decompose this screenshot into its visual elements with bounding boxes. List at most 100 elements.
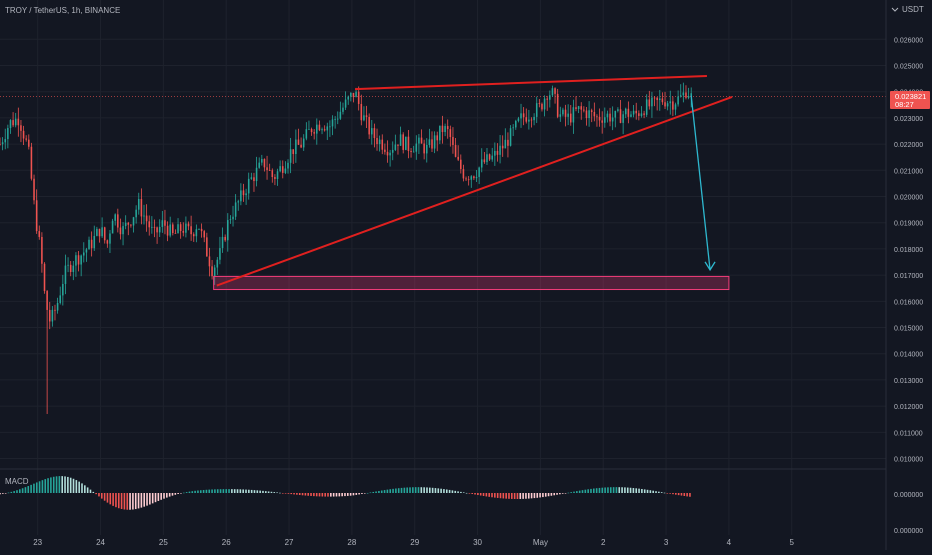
macd-bar (166, 493, 168, 498)
candle-body (164, 220, 166, 226)
macd-bar (310, 493, 312, 496)
candle (98, 228, 101, 243)
candle (420, 129, 423, 144)
candle (418, 134, 420, 154)
candle (509, 125, 512, 147)
candle-body (402, 134, 404, 150)
candle (101, 217, 103, 238)
candle (88, 236, 90, 250)
macd-bar (445, 489, 448, 493)
candle (446, 119, 449, 139)
macd-bar (92, 491, 95, 493)
candle (203, 229, 206, 243)
candle-body (130, 224, 132, 226)
candle-body (679, 95, 682, 97)
symbol-title: TROY / TetherUS, 1h, BINANCE (5, 6, 120, 15)
candle-body (172, 224, 174, 234)
macd-bar (561, 493, 564, 494)
candle (370, 119, 373, 145)
time-axis[interactable]: 23 24 25 26 27 28 29 30 May 2 3 4 5 (33, 538, 794, 547)
candle-body (85, 249, 88, 253)
candle-body (669, 101, 672, 104)
candle-body (245, 193, 247, 196)
macd-bar (344, 493, 346, 497)
candle-body (619, 109, 622, 123)
candle (179, 222, 182, 239)
candle (664, 91, 666, 110)
macd-bar (290, 493, 293, 495)
candle-body (329, 126, 331, 128)
macd-bar (174, 493, 177, 495)
candle (190, 215, 192, 241)
candle (564, 104, 567, 127)
candle (488, 153, 491, 161)
macd-bar (383, 490, 386, 493)
macd-bar (505, 493, 507, 499)
currency-selector[interactable]: USDT (891, 5, 924, 14)
macd-bar (55, 476, 58, 493)
candle (444, 123, 446, 137)
candle (457, 145, 459, 162)
projection-arrow[interactable] (690, 95, 711, 270)
macd-bar (58, 476, 61, 493)
macd-bar (242, 489, 244, 493)
candle-body (418, 137, 420, 144)
macd-bar (539, 493, 541, 498)
macd-bar (491, 493, 493, 498)
candle-body (211, 266, 213, 277)
candle (279, 160, 281, 173)
macd-bar (330, 493, 332, 497)
candle-body (103, 227, 106, 241)
candle (373, 123, 376, 148)
macd-bar (106, 493, 109, 503)
macd-bar (188, 491, 191, 493)
candle-body (617, 109, 619, 111)
macd-axis-tick: 0.000000 (894, 528, 923, 535)
candle (334, 116, 336, 129)
price-tick-label: 0.019000 (894, 221, 923, 228)
chevron-down-icon[interactable] (891, 7, 899, 12)
candle (216, 257, 219, 275)
candle-body (177, 224, 179, 234)
candle (454, 137, 457, 158)
macd-bar (33, 483, 35, 493)
macd-bar (378, 490, 380, 493)
macd-bar (403, 487, 406, 493)
candle (449, 125, 452, 147)
macd-bar (98, 493, 100, 497)
candle-body (685, 92, 687, 98)
candle (219, 236, 221, 265)
wedge-lower-trendline[interactable] (216, 96, 733, 287)
candle (72, 260, 75, 281)
macd-bar (225, 489, 228, 493)
price-tick-label: 0.014000 (894, 352, 923, 359)
macd-bar (564, 493, 567, 494)
macd-bar (615, 487, 618, 493)
candle-body (373, 128, 376, 139)
macd-bar (547, 493, 550, 497)
drawings[interactable] (213, 74, 733, 291)
macd-bar (624, 487, 626, 493)
candle-body (441, 125, 444, 133)
candle (226, 213, 229, 252)
candle-body (350, 92, 352, 97)
candle-body (174, 233, 177, 234)
candle-body (326, 126, 329, 131)
time-tick-label: 2 (601, 538, 606, 547)
price-tick-label: 0.016000 (894, 299, 923, 306)
macd-indicator-label[interactable]: MACD (5, 477, 29, 486)
candle (533, 113, 535, 126)
candle (326, 122, 329, 141)
candle-body (253, 177, 255, 182)
wedge-upper-trendline[interactable] (354, 74, 707, 91)
candle-body (206, 237, 208, 257)
target-zone-box[interactable] (213, 275, 730, 291)
price-axis[interactable]: 0.0260000.0250000.0240000.0230000.022000… (894, 37, 923, 463)
candle (363, 106, 365, 122)
candle (17, 107, 20, 137)
time-tick-label: 26 (222, 538, 231, 547)
currency-label[interactable]: USDT (902, 5, 924, 14)
macd-bar (41, 480, 44, 493)
